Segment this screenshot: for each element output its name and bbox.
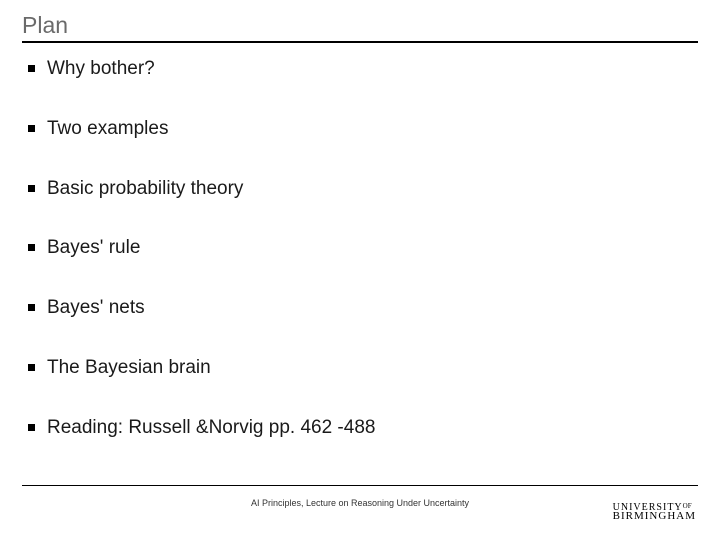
university-logo: UNIVERSITYOF BIRMINGHAM bbox=[613, 503, 696, 522]
bullet-text: Two examples bbox=[47, 117, 168, 141]
bullet-marker bbox=[28, 185, 35, 192]
bullet-marker bbox=[28, 244, 35, 251]
slide-title: Plan bbox=[22, 12, 698, 43]
logo-line-1-suffix: OF bbox=[683, 502, 692, 510]
bullet-text: Bayes' rule bbox=[47, 236, 140, 260]
list-item: Two examples bbox=[28, 117, 698, 141]
bullet-text: Why bother? bbox=[47, 57, 155, 81]
bullet-list: Why bother? Two examples Basic probabili… bbox=[22, 57, 698, 439]
list-item: Bayes' rule bbox=[28, 236, 698, 260]
bullet-marker bbox=[28, 304, 35, 311]
list-item: Bayes' nets bbox=[28, 296, 698, 320]
bullet-text: Reading: Russell &Norvig pp. 462 -488 bbox=[47, 416, 375, 440]
bullet-text: The Bayesian brain bbox=[47, 356, 211, 380]
logo-line-2: BIRMINGHAM bbox=[613, 512, 696, 522]
list-item: Basic probability theory bbox=[28, 177, 698, 201]
bullet-marker bbox=[28, 65, 35, 72]
bullet-marker bbox=[28, 424, 35, 431]
bullet-text: Bayes' nets bbox=[47, 296, 145, 320]
footer-rule bbox=[22, 485, 698, 486]
bullet-marker bbox=[28, 364, 35, 371]
slide: Plan Why bother? Two examples Basic prob… bbox=[0, 0, 720, 540]
bullet-text: Basic probability theory bbox=[47, 177, 243, 201]
bullet-marker bbox=[28, 125, 35, 132]
list-item: Reading: Russell &Norvig pp. 462 -488 bbox=[28, 416, 698, 440]
list-item: The Bayesian brain bbox=[28, 356, 698, 380]
list-item: Why bother? bbox=[28, 57, 698, 81]
